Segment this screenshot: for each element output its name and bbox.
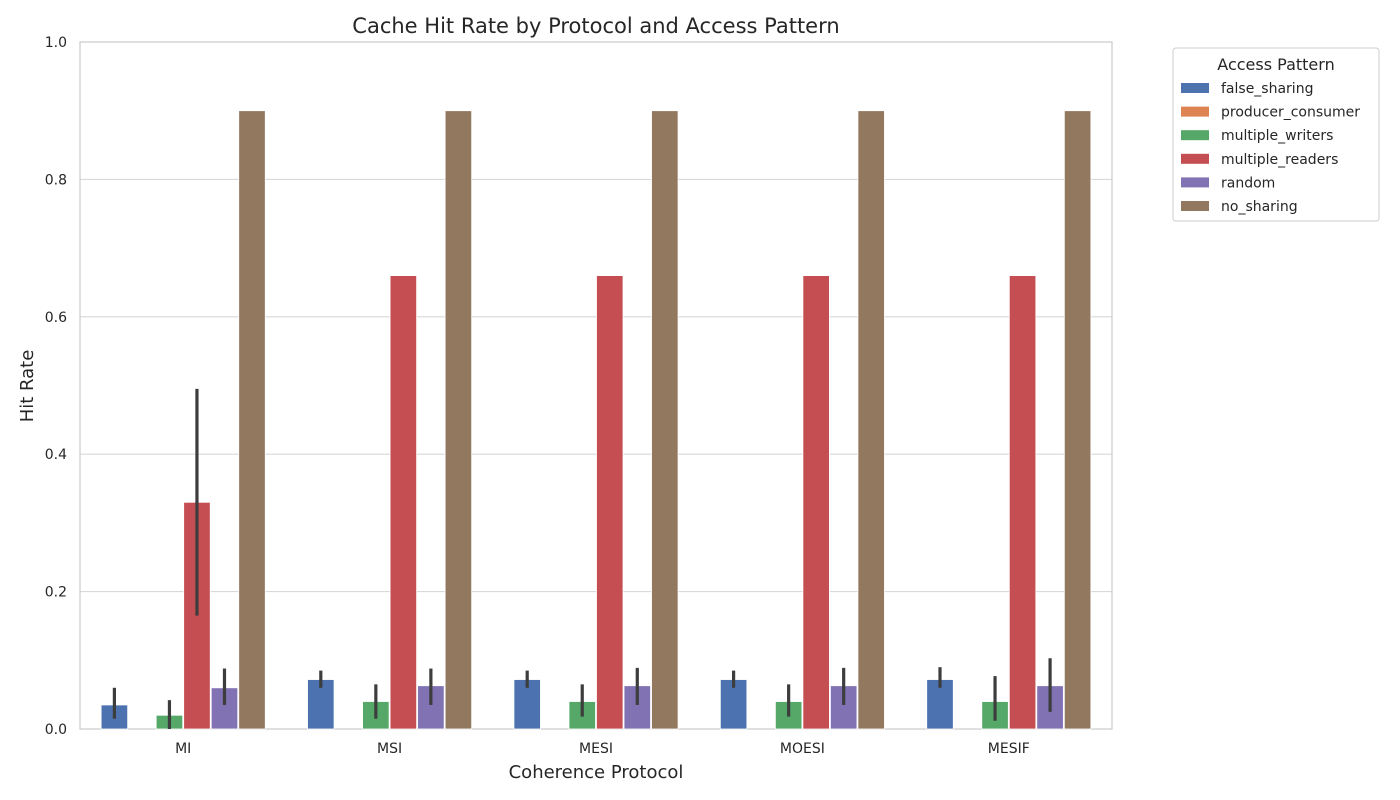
bar-no_sharing-MSI bbox=[444, 110, 473, 730]
bar-multiple_readers-MOESI bbox=[802, 275, 830, 730]
bar-multiple_readers-MESIF bbox=[1008, 275, 1037, 730]
plot-area bbox=[79, 41, 1113, 730]
legend-label-multiple_readers: multiple_readers bbox=[1221, 152, 1338, 168]
legend-items: false_sharing producer_consumer multiple_w… bbox=[1181, 81, 1360, 215]
y-tick-label: 0.2 bbox=[45, 585, 67, 601]
legend-swatch-false_sharing bbox=[1181, 83, 1209, 93]
legend-label-random: random bbox=[1221, 175, 1275, 191]
legend-swatch-no_sharing bbox=[1181, 201, 1209, 211]
x-tick-label: MESIF bbox=[988, 741, 1030, 757]
x-axis-ticks: MI MSI MESI MOESI MESIF bbox=[175, 741, 1030, 757]
legend-label-producer_consumer: producer_consumer bbox=[1221, 105, 1360, 121]
bar-no_sharing-MESI bbox=[651, 110, 679, 730]
bar-no_sharing-MESIF bbox=[1063, 110, 1092, 730]
chart-title: Cache Hit Rate by Protocol and Access Pa… bbox=[352, 14, 839, 38]
bar-no_sharing-MI bbox=[238, 110, 266, 730]
legend: Access Pattern false_sharing producer_con… bbox=[1172, 47, 1380, 222]
x-axis-label: Coherence Protocol bbox=[509, 762, 684, 783]
error-bars-group bbox=[112, 388, 1052, 729]
bars-group bbox=[100, 110, 1092, 730]
x-tick-label: MOESI bbox=[780, 741, 825, 757]
y-tick-label: 0.6 bbox=[45, 310, 67, 326]
y-tick-label: 1.0 bbox=[45, 35, 67, 51]
legend-label-no_sharing: no_sharing bbox=[1221, 199, 1298, 215]
y-axis-label: Hit Rate bbox=[17, 350, 38, 423]
x-tick-label: MSI bbox=[377, 741, 402, 757]
legend-label-multiple_writers: multiple_writers bbox=[1221, 128, 1333, 144]
legend-swatch-multiple_readers bbox=[1181, 153, 1209, 164]
bar-multiple_readers-MESI bbox=[596, 275, 624, 730]
y-tick-label: 0.8 bbox=[45, 172, 67, 188]
legend-box bbox=[1172, 47, 1380, 222]
legend-label-false_sharing: false_sharing bbox=[1221, 81, 1313, 97]
legend-swatch-multiple_writers bbox=[1181, 130, 1209, 141]
bar-multiple_readers-MSI bbox=[389, 275, 418, 730]
y-tick-label: 0.4 bbox=[45, 447, 67, 463]
legend-swatch-random bbox=[1181, 177, 1209, 188]
legend-swatch-producer_consumer bbox=[1181, 106, 1209, 117]
bar-no_sharing-MOESI bbox=[857, 110, 885, 730]
x-tick-label: MESI bbox=[579, 741, 613, 757]
y-axis-ticks: 0.0 0.2 0.4 0.6 0.8 1.0 bbox=[45, 35, 67, 738]
x-tick-label: MI bbox=[175, 741, 191, 757]
y-tick-label: 0.0 bbox=[45, 722, 67, 738]
legend-title: Access Pattern bbox=[1217, 55, 1334, 74]
